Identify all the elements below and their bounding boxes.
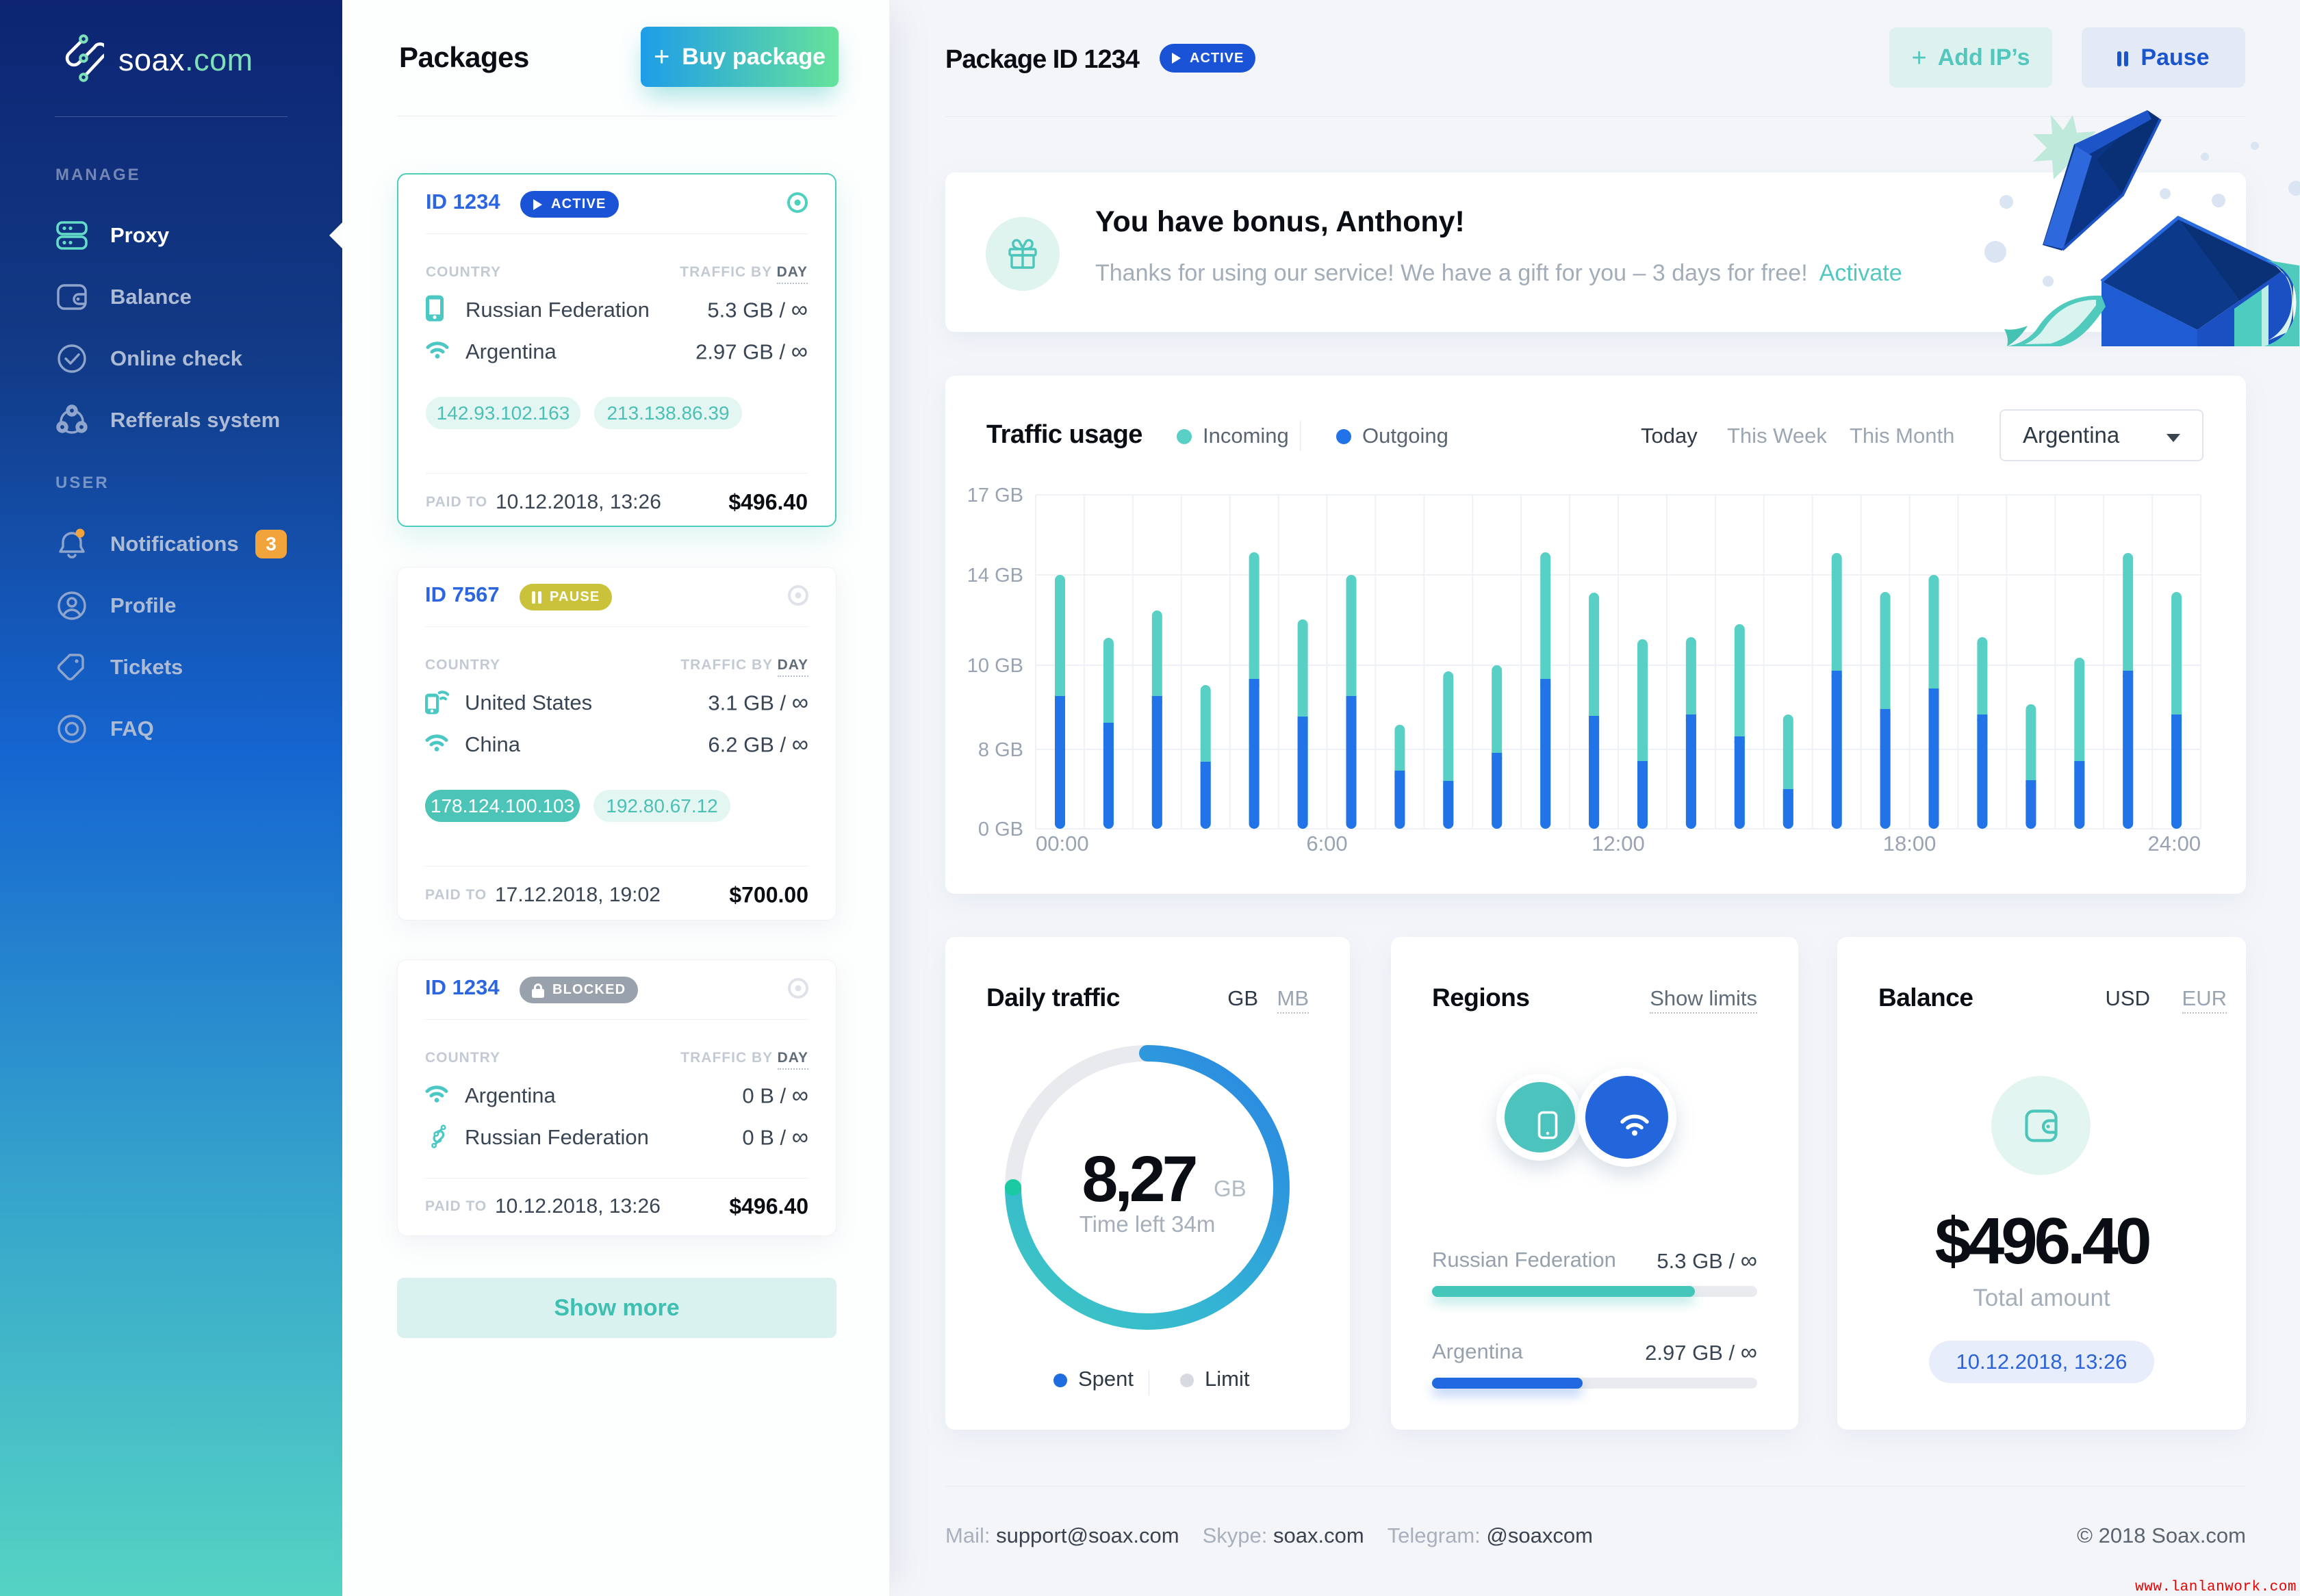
svg-text:12:00: 12:00 <box>1592 832 1645 855</box>
svg-text:17 GB: 17 GB <box>967 485 1023 506</box>
svg-text:24:00: 24:00 <box>2148 832 2201 855</box>
svg-text:8 GB: 8 GB <box>978 739 1023 761</box>
svg-text:00:00: 00:00 <box>1036 832 1089 855</box>
svg-text:6:00: 6:00 <box>1306 832 1347 855</box>
svg-text:14 GB: 14 GB <box>967 565 1023 587</box>
svg-text:18:00: 18:00 <box>1883 832 1937 855</box>
svg-text:0 GB: 0 GB <box>978 819 1023 840</box>
svg-text:10 GB: 10 GB <box>967 655 1023 677</box>
